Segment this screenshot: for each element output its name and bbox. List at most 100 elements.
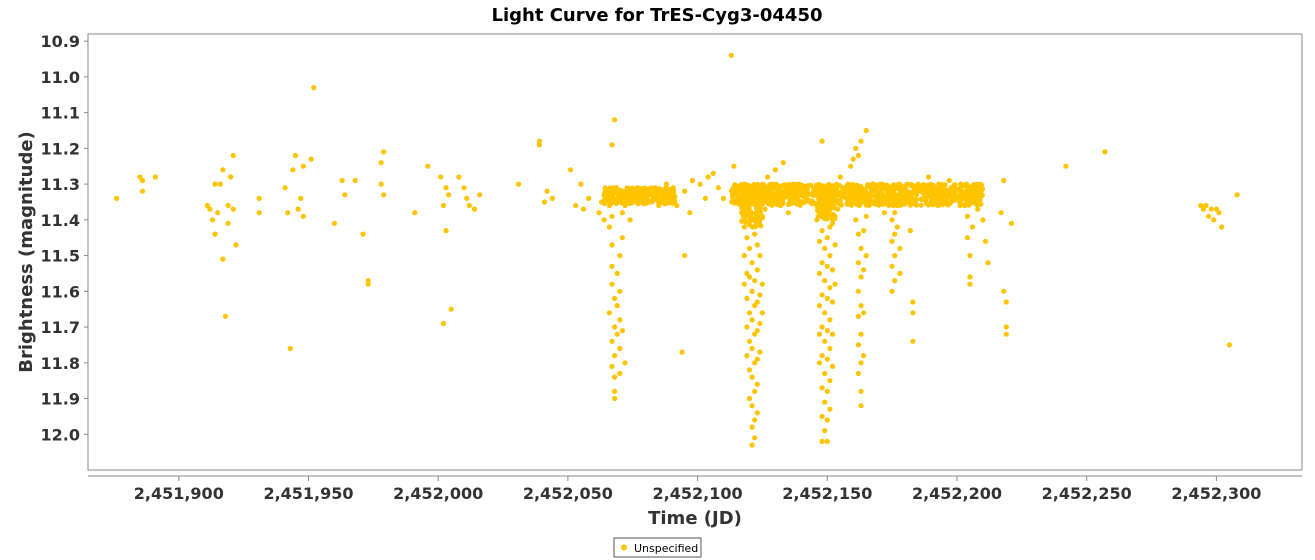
data-point bbox=[936, 202, 942, 208]
data-point bbox=[754, 410, 760, 416]
data-point bbox=[886, 191, 893, 197]
data-point bbox=[770, 181, 776, 187]
data-point bbox=[942, 187, 948, 193]
data-point bbox=[951, 185, 958, 191]
data-point bbox=[617, 345, 623, 352]
data-point bbox=[360, 231, 366, 237]
data-point bbox=[811, 188, 817, 194]
data-point bbox=[744, 324, 750, 330]
data-point bbox=[549, 195, 555, 201]
data-point bbox=[824, 295, 830, 302]
data-point bbox=[852, 186, 858, 192]
data-point bbox=[801, 199, 807, 205]
data-point bbox=[682, 253, 688, 259]
data-point bbox=[697, 181, 703, 187]
data-point bbox=[609, 338, 615, 344]
y-tick-label: 11.9 bbox=[41, 390, 80, 409]
data-point bbox=[966, 192, 972, 198]
data-point bbox=[443, 228, 449, 234]
data-point bbox=[824, 235, 830, 241]
data-point bbox=[599, 199, 605, 205]
data-point bbox=[617, 370, 623, 377]
data-point bbox=[220, 256, 226, 262]
data-point bbox=[670, 190, 676, 196]
data-point bbox=[612, 388, 618, 394]
data-point bbox=[913, 197, 919, 203]
data-point bbox=[832, 281, 838, 287]
data-point bbox=[930, 202, 936, 208]
data-point bbox=[720, 195, 727, 201]
data-point bbox=[845, 198, 851, 204]
data-point bbox=[536, 142, 543, 148]
data-point bbox=[752, 417, 758, 423]
data-point bbox=[733, 185, 739, 191]
data-point bbox=[352, 177, 358, 184]
data-point bbox=[1102, 149, 1108, 155]
data-point bbox=[818, 213, 825, 219]
data-point bbox=[689, 177, 696, 184]
data-point bbox=[889, 217, 895, 223]
y-axis-ticks: 10.9 11.0 11.1 11.2 11.3 11.4 11.5 11.6 11.7 11.8… bbox=[41, 32, 88, 444]
data-point bbox=[824, 198, 830, 204]
data-point bbox=[622, 202, 628, 209]
data-point bbox=[619, 235, 626, 241]
data-point bbox=[298, 195, 304, 201]
x-tick-label: 2,452,100 bbox=[653, 484, 743, 503]
data-point bbox=[663, 181, 670, 187]
data-point bbox=[824, 356, 830, 362]
data-point bbox=[662, 186, 668, 192]
data-point bbox=[858, 360, 864, 366]
data-point bbox=[609, 213, 615, 219]
data-point bbox=[855, 152, 862, 159]
data-point bbox=[619, 328, 626, 334]
data-point bbox=[855, 342, 862, 348]
data-point bbox=[897, 270, 903, 276]
data-point bbox=[687, 210, 693, 216]
data-point bbox=[624, 190, 630, 196]
data-point bbox=[902, 201, 908, 207]
data-point bbox=[853, 145, 859, 151]
plot-area bbox=[87, 33, 1303, 471]
y-tick-label: 11.2 bbox=[41, 139, 80, 158]
data-point bbox=[861, 310, 867, 316]
data-point bbox=[1211, 217, 1217, 223]
data-point bbox=[440, 202, 446, 209]
data-point bbox=[804, 183, 810, 189]
data-point bbox=[957, 195, 963, 201]
data-point bbox=[889, 288, 895, 294]
data-point bbox=[749, 424, 755, 430]
data-point bbox=[910, 338, 916, 344]
data-point bbox=[752, 331, 758, 337]
data-point bbox=[626, 196, 632, 202]
data-point bbox=[861, 353, 867, 359]
data-point bbox=[228, 174, 234, 180]
data-point bbox=[728, 52, 734, 59]
data-point bbox=[331, 220, 337, 226]
data-point bbox=[290, 167, 296, 173]
data-point bbox=[741, 224, 747, 230]
data-point bbox=[1219, 224, 1225, 230]
data-point bbox=[759, 185, 765, 191]
data-point bbox=[776, 187, 782, 193]
data-point bbox=[609, 242, 615, 248]
data-point bbox=[889, 238, 895, 244]
data-point bbox=[847, 191, 853, 197]
data-point bbox=[222, 313, 229, 319]
data-point bbox=[892, 210, 898, 216]
x-axis-label: Time (JD) bbox=[648, 508, 742, 529]
data-point bbox=[948, 193, 954, 199]
data-point bbox=[765, 174, 771, 180]
data-point bbox=[819, 353, 825, 359]
data-point bbox=[815, 209, 822, 215]
data-point bbox=[287, 345, 293, 352]
data-point bbox=[867, 195, 873, 201]
data-point bbox=[858, 303, 864, 309]
data-point bbox=[750, 224, 756, 230]
data-point bbox=[215, 210, 221, 216]
data-point bbox=[757, 349, 763, 355]
data-point bbox=[822, 370, 828, 377]
data-point bbox=[1001, 177, 1007, 184]
data-point bbox=[745, 207, 752, 214]
data-point bbox=[614, 197, 620, 204]
data-point bbox=[285, 210, 291, 216]
